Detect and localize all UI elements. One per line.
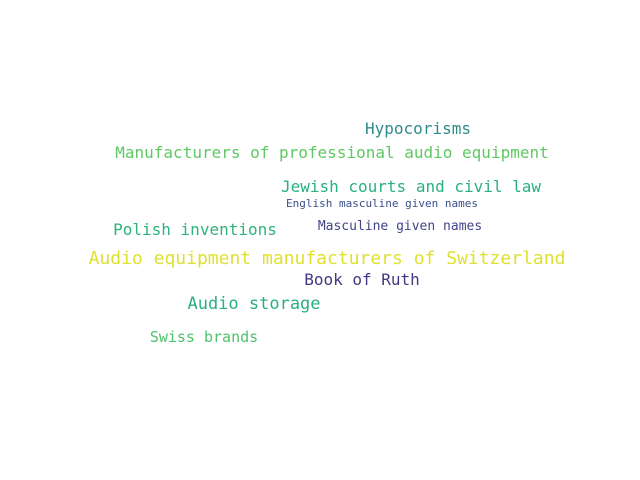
word-audio-equipment-switzerland: Audio equipment manufacturers of Switzer… [88,248,566,269]
word-book-of-ruth: Book of Ruth [304,270,420,289]
word-english-masculine-names: English masculine given names [285,197,479,210]
word-hypocorisms: Hypocorisms [365,119,471,138]
word-jewish-courts: Jewish courts and civil law [280,177,542,196]
word-masculine-given-names: Masculine given names [317,219,483,234]
word-manufacturers-professional-audio: Manufacturers of professional audio equi… [115,143,549,162]
word-swiss-brands: Swiss brands [149,328,259,346]
word-audio-storage: Audio storage [187,294,321,314]
word-polish-inventions: Polish inventions [113,220,277,239]
